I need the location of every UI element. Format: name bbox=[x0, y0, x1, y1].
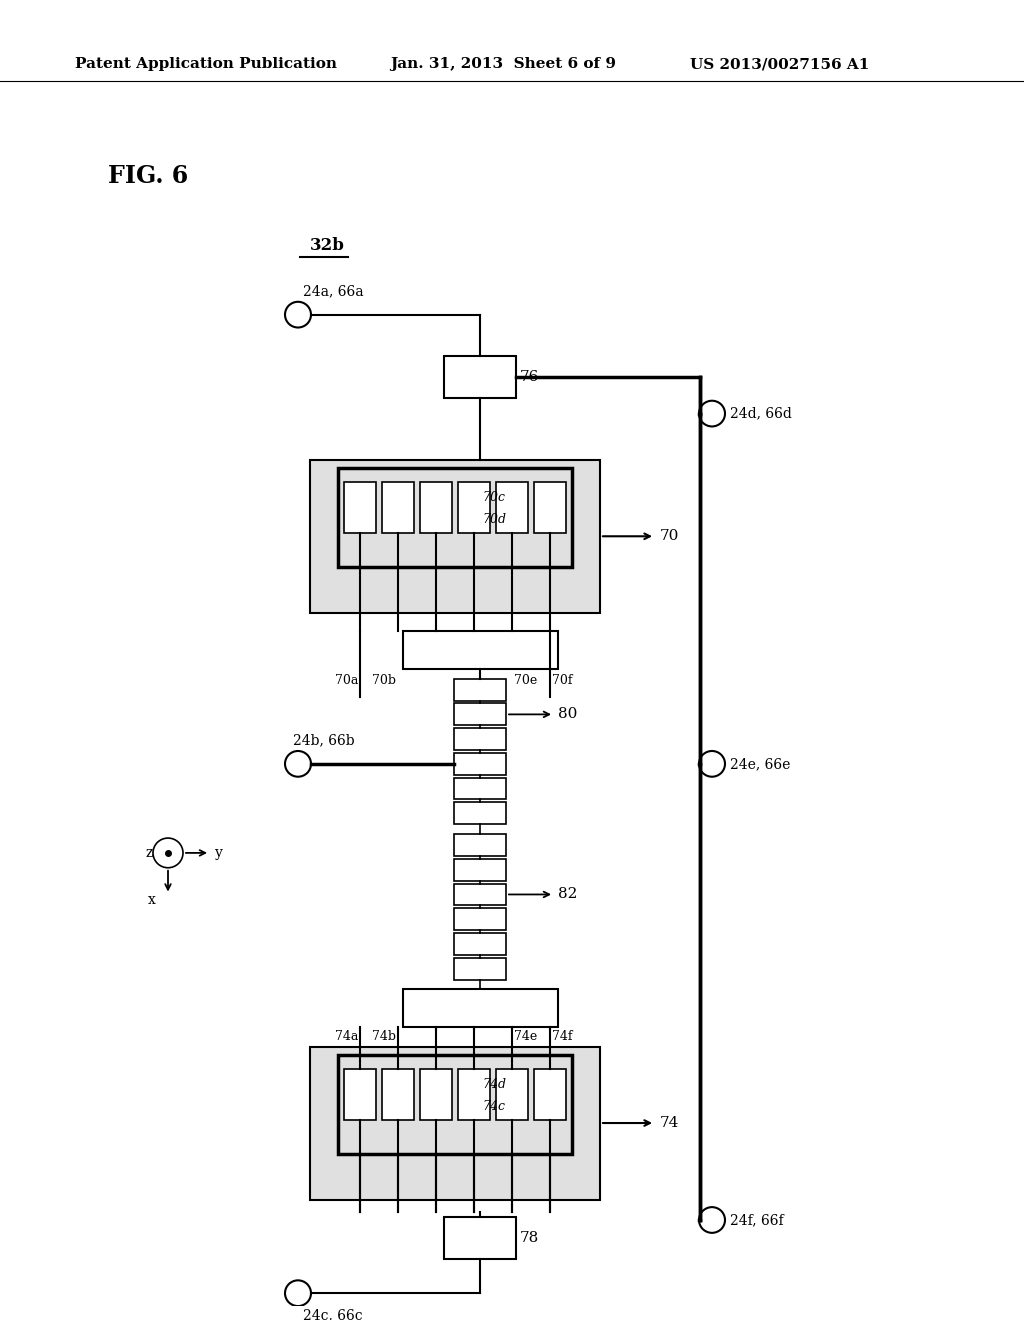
Bar bbox=[444, 356, 516, 397]
Text: 70f: 70f bbox=[552, 675, 572, 688]
Bar bbox=[454, 883, 506, 906]
Text: 24a, 66a: 24a, 66a bbox=[303, 284, 364, 298]
Text: 74d: 74d bbox=[482, 1078, 506, 1090]
Bar bbox=[458, 1069, 490, 1121]
Bar bbox=[496, 1069, 528, 1121]
Bar bbox=[338, 1055, 572, 1154]
Bar bbox=[496, 482, 528, 533]
Text: 70b: 70b bbox=[372, 675, 396, 688]
Text: y: y bbox=[215, 846, 223, 859]
Bar bbox=[382, 1069, 414, 1121]
Text: 70d: 70d bbox=[482, 513, 506, 525]
Bar bbox=[310, 461, 600, 614]
Text: z: z bbox=[146, 846, 154, 859]
Bar bbox=[454, 834, 506, 855]
Bar bbox=[454, 729, 506, 750]
Text: Jan. 31, 2013  Sheet 6 of 9: Jan. 31, 2013 Sheet 6 of 9 bbox=[390, 57, 616, 71]
Bar bbox=[310, 1047, 600, 1200]
Bar bbox=[420, 1069, 452, 1121]
Bar bbox=[420, 482, 452, 533]
Bar bbox=[454, 803, 506, 824]
Text: US 2013/0027156 A1: US 2013/0027156 A1 bbox=[690, 57, 869, 71]
Text: 70a: 70a bbox=[335, 675, 358, 688]
Text: FIG. 6: FIG. 6 bbox=[108, 164, 188, 189]
Text: 24b, 66b: 24b, 66b bbox=[293, 733, 354, 747]
Text: 74c: 74c bbox=[482, 1100, 505, 1113]
Text: 32b: 32b bbox=[310, 236, 345, 253]
Text: 24e, 66e: 24e, 66e bbox=[730, 756, 791, 771]
Bar bbox=[454, 678, 506, 701]
Text: 74b: 74b bbox=[372, 1031, 396, 1043]
Bar bbox=[534, 482, 566, 533]
Bar bbox=[454, 704, 506, 725]
Bar bbox=[344, 1069, 376, 1121]
Bar bbox=[403, 631, 558, 669]
Bar bbox=[454, 958, 506, 979]
Bar bbox=[344, 482, 376, 533]
Text: 24c, 66c: 24c, 66c bbox=[303, 1308, 362, 1320]
Bar bbox=[454, 933, 506, 954]
Text: 76: 76 bbox=[520, 370, 540, 384]
Bar bbox=[454, 752, 506, 775]
Text: 24d, 66d: 24d, 66d bbox=[730, 407, 792, 421]
Text: Patent Application Publication: Patent Application Publication bbox=[75, 57, 337, 71]
Text: 74a: 74a bbox=[335, 1031, 358, 1043]
Text: 74e: 74e bbox=[514, 1031, 538, 1043]
Text: 70e: 70e bbox=[514, 675, 538, 688]
Bar bbox=[454, 777, 506, 800]
Text: 70c: 70c bbox=[482, 491, 505, 504]
Text: 24f, 66f: 24f, 66f bbox=[730, 1213, 783, 1228]
Bar bbox=[534, 1069, 566, 1121]
Text: 74f: 74f bbox=[552, 1031, 572, 1043]
Text: 78: 78 bbox=[520, 1230, 540, 1245]
Text: 74: 74 bbox=[660, 1115, 679, 1130]
Bar bbox=[458, 482, 490, 533]
Bar bbox=[403, 990, 558, 1027]
Text: 80: 80 bbox=[558, 708, 578, 722]
Bar bbox=[444, 1217, 516, 1258]
Bar bbox=[338, 469, 572, 568]
Bar bbox=[454, 859, 506, 880]
Text: 70: 70 bbox=[660, 529, 679, 544]
Bar bbox=[454, 908, 506, 931]
Text: x: x bbox=[148, 894, 156, 907]
Bar bbox=[382, 482, 414, 533]
Text: 82: 82 bbox=[558, 887, 578, 902]
